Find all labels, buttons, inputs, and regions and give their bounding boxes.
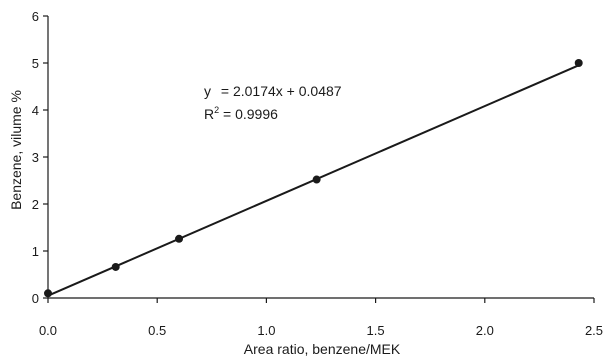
r-squared-value: = 0.9996 bbox=[219, 106, 278, 122]
data-point bbox=[111, 262, 120, 271]
x-tick-label: 0.0 bbox=[39, 323, 57, 338]
x-tick-label: 0.5 bbox=[148, 323, 166, 338]
equation-prefix: y bbox=[204, 83, 211, 99]
x-tick-label: 2.5 bbox=[585, 323, 603, 338]
data-point bbox=[312, 175, 321, 184]
y-tick-label: 0 bbox=[32, 291, 39, 306]
plot-area: 0.0 0.5 1.0 1.5 2.0 2.5 0 1 2 3 4 5 6 bbox=[32, 9, 603, 338]
y-tick-label: 1 bbox=[32, 244, 39, 259]
data-point bbox=[574, 59, 583, 67]
x-tick-label: 2.0 bbox=[476, 323, 494, 338]
data-points bbox=[44, 59, 583, 298]
x-tick-label: 1.0 bbox=[257, 323, 275, 338]
r-squared-annotation: R2 = 0.9996 bbox=[204, 105, 278, 122]
y-tick-label: 4 bbox=[32, 103, 39, 118]
equation-annotation: y = 2.0174x + 0.0487 bbox=[204, 83, 342, 99]
x-axis-label: Area ratio, benzene/MEK bbox=[244, 341, 401, 357]
data-point bbox=[44, 289, 52, 298]
y-tick-label: 5 bbox=[32, 56, 39, 71]
r-squared-prefix: R bbox=[204, 106, 214, 122]
equation-text: = 2.0174x + 0.0487 bbox=[217, 83, 342, 99]
x-tick-label: 1.5 bbox=[367, 323, 385, 338]
data-point bbox=[175, 234, 184, 243]
regression-annotation: y = 2.0174x + 0.0487 R2 = 0.9996 bbox=[204, 83, 342, 122]
r-squared-superscript: 2 bbox=[214, 105, 219, 115]
y-tick-label: 6 bbox=[32, 9, 39, 24]
x-axis-ticks: 0.0 0.5 1.0 1.5 2.0 2.5 bbox=[39, 298, 603, 338]
y-axis-label: Benzene, vilume % bbox=[8, 90, 24, 210]
y-tick-label: 3 bbox=[32, 150, 39, 165]
y-tick-label: 2 bbox=[32, 197, 39, 212]
y-axis-ticks: 0 1 2 3 4 5 6 bbox=[32, 9, 48, 306]
